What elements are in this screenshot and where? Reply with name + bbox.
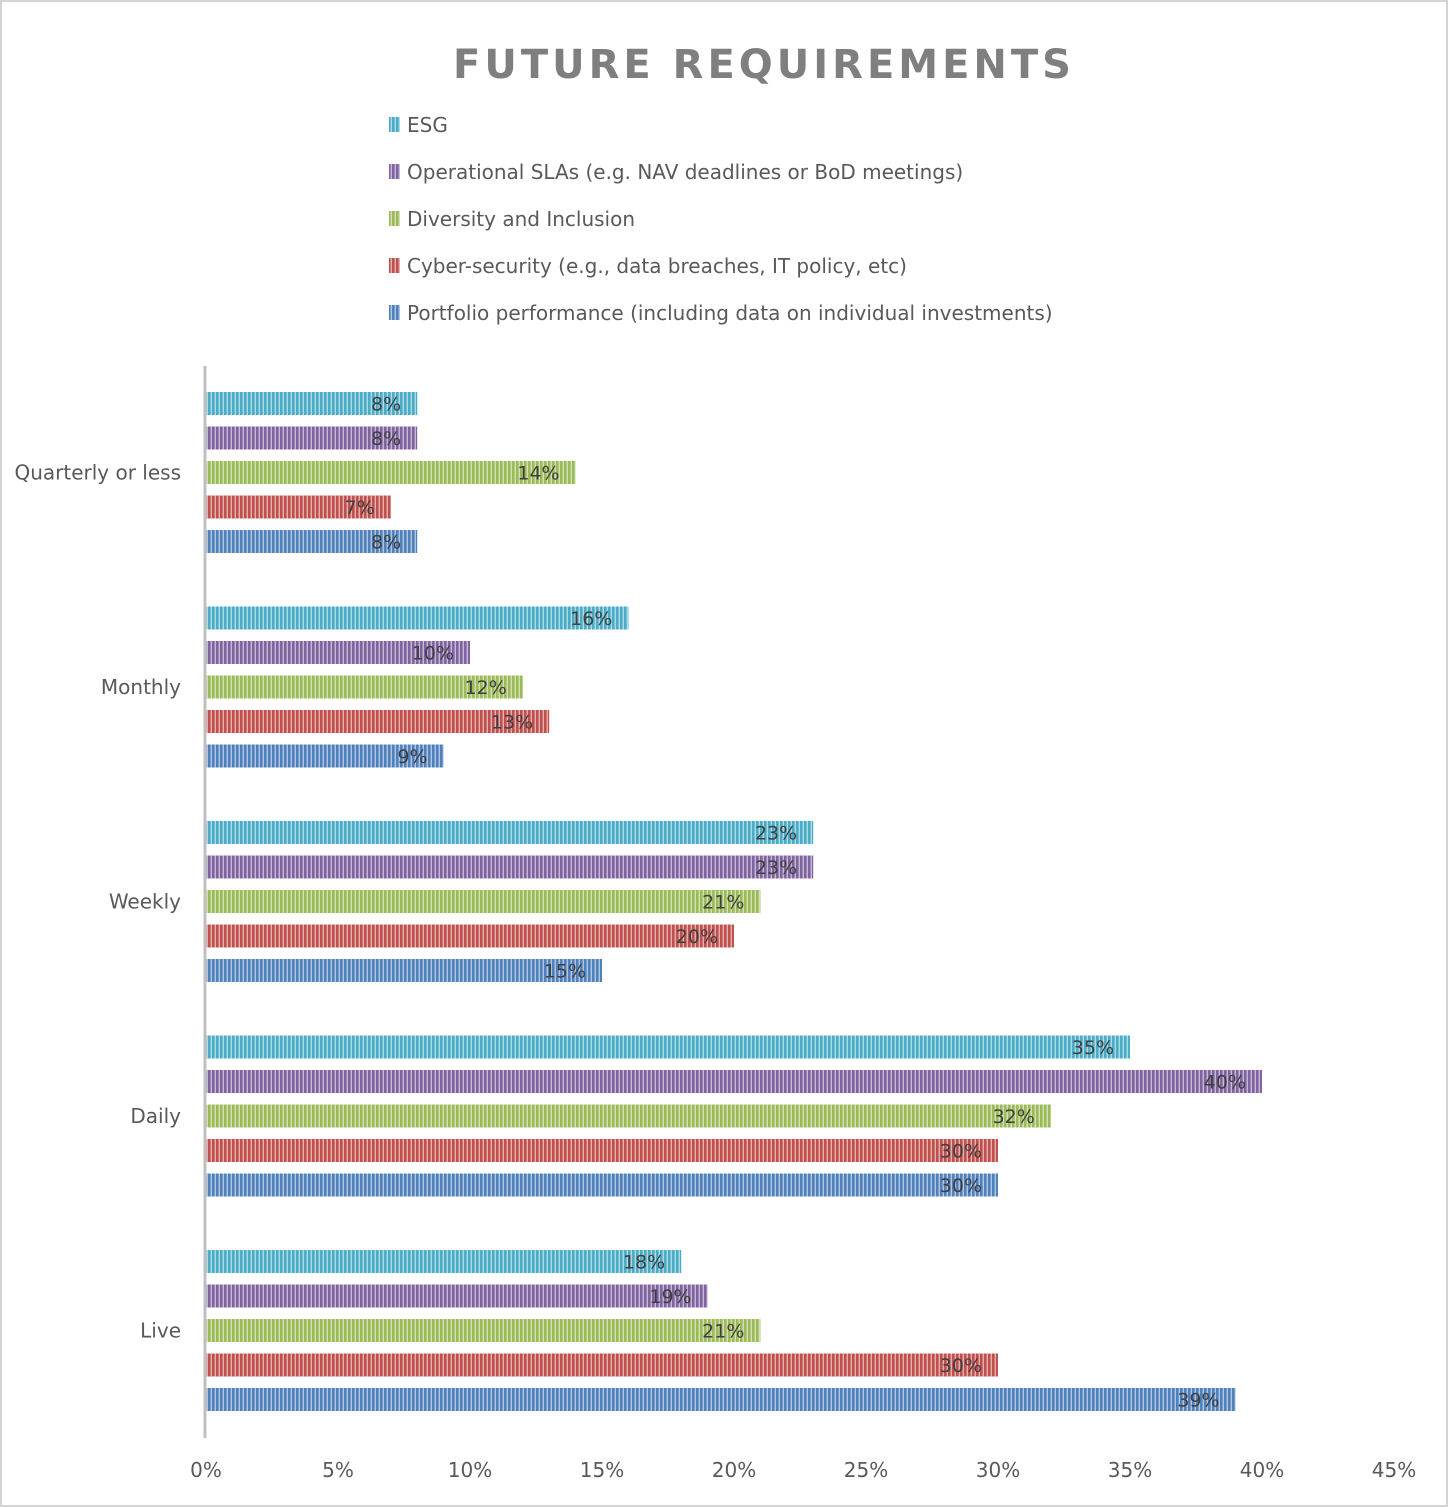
data-label: 23% <box>755 823 797 845</box>
legend-swatch <box>389 211 400 226</box>
data-label: 15% <box>544 961 586 983</box>
bar-diversity-and-inclusion-weekly <box>206 890 761 913</box>
x-tick-label: 35% <box>1108 1458 1152 1482</box>
category-group-weekly: Weekly 23% 23% 21% 20% 15% <box>109 821 814 983</box>
data-label: 16% <box>570 608 612 630</box>
bar-portfolio-performance-in-monthly <box>206 744 444 768</box>
bar-esg-monthly <box>206 606 629 630</box>
bar-diversity-and-inclusion-live <box>206 1319 761 1342</box>
legend-item-diversity-and-inclusion: Diversity and Inclusion <box>389 207 635 231</box>
x-tick-label: 30% <box>976 1458 1020 1482</box>
x-axis-ticks: 0% 5% 10% 15% 20% 25% 30% 35% 40% 45% <box>190 1458 1416 1482</box>
legend-swatch <box>389 305 400 320</box>
bar-cyber-security-e-g-data--monthly <box>206 710 550 733</box>
x-tick-label: 10% <box>448 1458 492 1482</box>
legend: ESG Operational SLAs (e.g. NAV deadlines … <box>389 113 1053 325</box>
bar-portfolio-performance-in-daily <box>206 1173 998 1197</box>
data-label: 18% <box>623 1252 665 1274</box>
x-tick-label: 0% <box>190 1458 222 1482</box>
legend-swatch <box>389 258 400 273</box>
bar-cyber-security-e-g-data--quarterly-or-less <box>206 495 391 519</box>
bar-esg-live <box>206 1250 682 1273</box>
data-label: 20% <box>676 926 718 948</box>
bar-operational-slas-e-g-nav-monthly <box>206 641 470 664</box>
data-label: 21% <box>702 892 744 914</box>
data-label: 23% <box>755 857 797 879</box>
legend-swatch <box>389 164 400 179</box>
category-group-quarterly-or-less: Quarterly or less 8% 8% 14% 7% 8% <box>14 392 576 554</box>
legend-item-operational-slas-e-g-nav-deadlines-or-bod-meetings: Operational SLAs (e.g. NAV deadlines or … <box>389 160 963 184</box>
bar-operational-slas-e-g-nav-weekly <box>206 855 814 879</box>
category-label: Quarterly or less <box>14 461 181 485</box>
x-tick-label: 5% <box>322 1458 354 1482</box>
bar-diversity-and-inclusion-monthly <box>206 675 523 699</box>
category-label: Weekly <box>109 890 181 914</box>
bar-cyber-security-e-g-data--weekly <box>206 924 734 948</box>
data-label: 10% <box>412 643 454 665</box>
data-label: 32% <box>993 1106 1035 1128</box>
data-label: 7% <box>345 497 375 519</box>
legend-label: Cyber-security (e.g., data breaches, IT … <box>407 254 907 278</box>
data-label: 19% <box>649 1286 691 1308</box>
bar-operational-slas-e-g-nav-live <box>206 1284 708 1308</box>
legend-label: Portfolio performance (including data on… <box>407 301 1053 325</box>
legend-item-cyber-security-e-g-data-breaches-it-policy-etc: Cyber-security (e.g., data breaches, IT … <box>389 254 907 278</box>
x-tick-label: 45% <box>1372 1458 1416 1482</box>
bar-portfolio-performance-in-quarterly-or-less <box>206 530 418 553</box>
x-tick-label: 15% <box>580 1458 624 1482</box>
legend-swatch <box>389 117 400 132</box>
bar-operational-slas-e-g-nav-quarterly-or-less <box>206 426 418 450</box>
legend-item-esg: ESG <box>389 113 448 137</box>
bar-portfolio-performance-in-live <box>206 1388 1236 1411</box>
bar-esg-daily <box>206 1035 1130 1059</box>
bar-diversity-and-inclusion-quarterly-or-less <box>206 461 576 484</box>
legend-label: Operational SLAs (e.g. NAV deadlines or … <box>407 160 963 184</box>
category-group-monthly: Monthly 16% 10% 12% 13% 9% <box>101 606 629 768</box>
legend-item-portfolio-performance-including-data-on-individual-investments: Portfolio performance (including data on… <box>389 301 1053 325</box>
data-label: 21% <box>702 1321 744 1343</box>
category-label: Daily <box>130 1104 181 1128</box>
category-group-live: Live 18% 19% 21% 30% 39% <box>140 1250 1236 1412</box>
bar-esg-quarterly-or-less <box>206 392 418 415</box>
data-label: 12% <box>465 677 507 699</box>
bar-operational-slas-e-g-nav-daily <box>206 1070 1262 1093</box>
legend-label: Diversity and Inclusion <box>407 207 635 231</box>
data-label: 30% <box>940 1355 982 1377</box>
plot-area: Quarterly or less 8% 8% 14% 7% 8% Monthly 16% 10… <box>14 392 1262 1412</box>
data-label: 30% <box>940 1141 982 1163</box>
data-label: 8% <box>371 532 401 554</box>
data-label: 8% <box>371 428 401 450</box>
x-tick-label: 25% <box>844 1458 888 1482</box>
chart-title: FUTURE REQUIREMENTS <box>453 42 1075 88</box>
data-label: 14% <box>517 463 559 485</box>
legend-label: ESG <box>407 113 448 137</box>
bar-diversity-and-inclusion-daily <box>206 1104 1051 1128</box>
data-label: 39% <box>1177 1390 1219 1412</box>
category-label: Live <box>140 1319 181 1343</box>
data-label: 30% <box>940 1175 982 1197</box>
data-label: 8% <box>371 394 401 416</box>
bar-cyber-security-e-g-data--daily <box>206 1139 998 1162</box>
x-tick-label: 40% <box>1240 1458 1284 1482</box>
data-label: 40% <box>1204 1072 1246 1094</box>
data-label: 35% <box>1072 1037 1114 1059</box>
bar-cyber-security-e-g-data--live <box>206 1353 998 1377</box>
bar-esg-weekly <box>206 821 814 844</box>
data-label: 9% <box>397 746 427 768</box>
category-label: Monthly <box>101 675 181 699</box>
x-tick-label: 20% <box>712 1458 756 1482</box>
bar-portfolio-performance-in-weekly <box>206 959 602 982</box>
category-group-daily: Daily 35% 40% 32% 30% 30% <box>130 1035 1262 1197</box>
data-label: 13% <box>491 712 533 734</box>
